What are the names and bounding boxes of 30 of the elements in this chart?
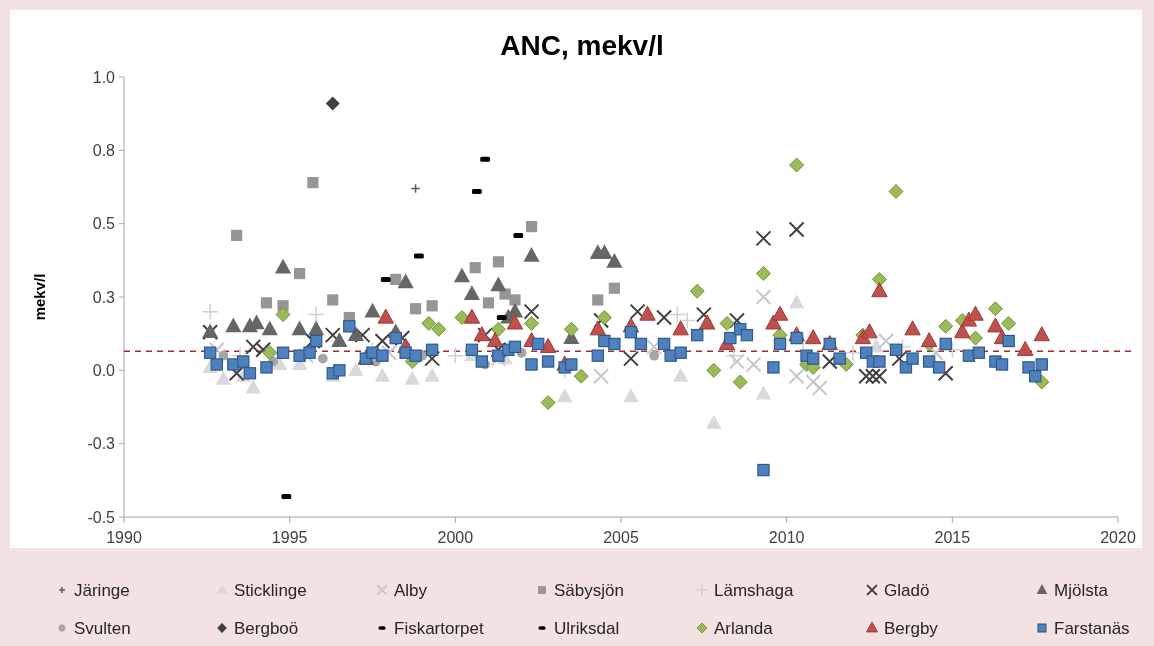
x-tick-label: 2020 bbox=[1100, 529, 1136, 546]
y-tick-label: 0.3 bbox=[92, 288, 116, 306]
legend-label: Alby bbox=[394, 580, 428, 600]
y-tick-label: 0.5 bbox=[92, 215, 116, 233]
x-tick-label: 1995 bbox=[271, 529, 308, 546]
y-tick-label: 0.8 bbox=[92, 141, 116, 159]
legend-label: Lämshaga bbox=[714, 580, 794, 600]
legend-label: Ulriksdal bbox=[554, 618, 620, 638]
legend-label: Farstanäs bbox=[1054, 618, 1130, 638]
legend-label: Bergboö bbox=[234, 618, 299, 638]
legend-label: Sticklinge bbox=[234, 580, 307, 600]
legend-label: Gladö bbox=[884, 580, 930, 600]
x-tick-label: 2000 bbox=[437, 529, 474, 546]
y-tick-label: 1.0 bbox=[92, 68, 116, 86]
y-axis-title: mekv/l bbox=[31, 273, 48, 321]
x-tick-label: 2015 bbox=[934, 529, 971, 546]
legend-label: Bergby bbox=[884, 618, 939, 638]
x-tick-label: 2010 bbox=[768, 529, 805, 546]
x-tick-label: 1990 bbox=[106, 529, 142, 546]
legend-label: Järinge bbox=[74, 580, 130, 600]
chart-title: ANC, mekv/l bbox=[500, 30, 664, 61]
legend-label: Mjölsta bbox=[1054, 580, 1109, 600]
legend-label: Säbysjön bbox=[554, 580, 624, 600]
y-tick-label: -0.5 bbox=[87, 508, 116, 526]
y-tick-label: -0.3 bbox=[87, 435, 116, 453]
legend-label: Svulten bbox=[74, 618, 131, 638]
y-tick-label: 0.0 bbox=[92, 361, 116, 379]
legend-label: Arlanda bbox=[714, 618, 774, 638]
x-tick-label: 2005 bbox=[603, 529, 639, 546]
legend-label: Fiskartorpet bbox=[394, 618, 485, 638]
